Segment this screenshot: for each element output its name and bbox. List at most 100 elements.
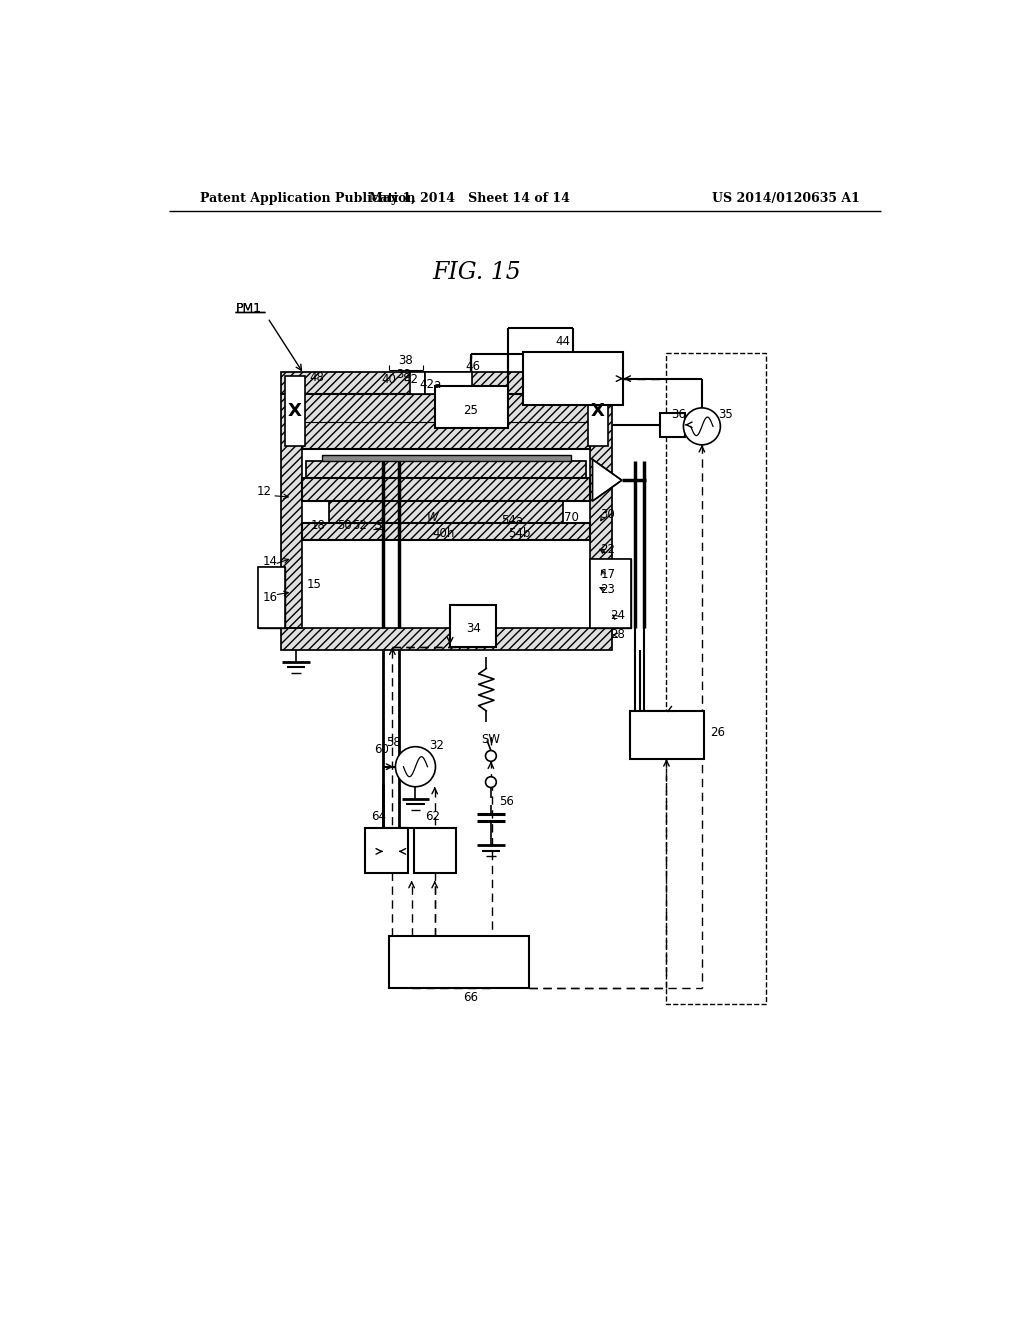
Text: 30: 30 xyxy=(601,508,615,520)
Bar xyxy=(590,558,631,628)
Bar xyxy=(306,461,587,478)
Bar xyxy=(281,395,302,628)
Bar xyxy=(322,455,571,461)
Bar xyxy=(281,628,611,649)
Text: 38: 38 xyxy=(396,367,412,380)
Bar xyxy=(388,936,528,989)
Bar xyxy=(306,461,587,478)
Bar xyxy=(666,354,766,1003)
Bar xyxy=(302,478,590,502)
Text: W: W xyxy=(427,511,439,524)
Bar xyxy=(523,352,624,405)
Bar xyxy=(281,628,611,649)
Bar xyxy=(258,566,285,628)
Text: 44: 44 xyxy=(556,335,570,348)
Bar xyxy=(258,566,285,628)
Text: PM1: PM1 xyxy=(237,302,262,315)
Bar xyxy=(302,395,590,449)
Text: FIG. 15: FIG. 15 xyxy=(433,261,521,284)
Text: 48: 48 xyxy=(309,371,325,384)
Bar xyxy=(281,372,611,393)
Bar xyxy=(366,829,408,873)
Text: 14: 14 xyxy=(262,554,278,568)
Bar xyxy=(588,376,608,446)
Text: Patent Application Publication: Patent Application Publication xyxy=(200,191,416,205)
Bar xyxy=(281,395,302,628)
Text: 25: 25 xyxy=(464,404,478,417)
Bar xyxy=(414,829,457,873)
Text: S: S xyxy=(375,519,382,532)
Circle shape xyxy=(395,747,435,787)
Bar xyxy=(410,372,425,393)
Text: 50: 50 xyxy=(337,519,352,532)
Text: 22: 22 xyxy=(600,543,614,556)
Text: SW: SW xyxy=(481,733,501,746)
Bar xyxy=(590,395,611,628)
Text: 15: 15 xyxy=(306,578,322,591)
Bar xyxy=(302,395,590,449)
Text: 52: 52 xyxy=(352,519,367,532)
Text: 38: 38 xyxy=(398,354,413,367)
Text: 66: 66 xyxy=(464,991,478,1005)
Circle shape xyxy=(485,776,497,788)
Bar xyxy=(302,478,590,502)
Bar xyxy=(302,523,590,540)
Bar xyxy=(630,711,705,759)
Text: 54a: 54a xyxy=(501,513,523,527)
Text: May 1, 2014   Sheet 14 of 14: May 1, 2014 Sheet 14 of 14 xyxy=(369,191,569,205)
Bar xyxy=(435,385,508,428)
Text: 23: 23 xyxy=(600,583,614,597)
Text: 26: 26 xyxy=(711,726,726,739)
Bar xyxy=(302,523,590,540)
Text: 54b: 54b xyxy=(508,527,530,540)
Text: 64: 64 xyxy=(371,810,386,824)
Bar xyxy=(302,395,590,628)
Text: 32: 32 xyxy=(430,739,444,751)
Bar xyxy=(590,558,631,628)
Bar xyxy=(306,461,587,478)
Bar xyxy=(302,478,590,502)
Bar xyxy=(281,372,611,393)
Text: 40: 40 xyxy=(381,372,396,385)
Text: 40h: 40h xyxy=(433,527,455,540)
Text: 34: 34 xyxy=(467,622,481,635)
Bar xyxy=(660,412,685,437)
Text: PM1: PM1 xyxy=(237,302,262,315)
Bar xyxy=(590,395,611,628)
Polygon shape xyxy=(593,459,622,502)
Text: 46: 46 xyxy=(466,360,480,372)
Text: 36: 36 xyxy=(672,408,686,421)
Bar xyxy=(281,372,611,393)
Text: 56: 56 xyxy=(499,795,514,808)
Circle shape xyxy=(485,751,497,762)
Text: 60: 60 xyxy=(374,743,389,756)
Bar xyxy=(590,558,631,628)
Text: 70: 70 xyxy=(563,511,579,524)
Bar xyxy=(330,502,563,523)
Text: X: X xyxy=(591,403,605,420)
Text: 18: 18 xyxy=(311,519,326,532)
Bar xyxy=(330,502,563,523)
Bar xyxy=(302,395,590,449)
Text: 16: 16 xyxy=(262,591,278,603)
Text: 12: 12 xyxy=(257,484,272,498)
Text: 24: 24 xyxy=(609,609,625,622)
Bar xyxy=(590,558,631,628)
Text: X: X xyxy=(288,403,301,420)
Bar xyxy=(451,605,497,647)
Bar xyxy=(281,628,611,649)
Bar xyxy=(330,502,563,523)
Text: 42: 42 xyxy=(403,372,419,385)
Text: 35: 35 xyxy=(719,408,733,421)
Bar xyxy=(285,376,304,446)
Text: 28: 28 xyxy=(609,628,625,640)
Text: 17: 17 xyxy=(600,568,615,581)
Text: US 2014/0120635 A1: US 2014/0120635 A1 xyxy=(712,191,860,205)
Bar xyxy=(590,395,611,628)
Text: 42a: 42a xyxy=(419,378,441,391)
Bar xyxy=(302,523,590,540)
Bar xyxy=(281,395,302,628)
Bar xyxy=(425,372,472,393)
Text: 62: 62 xyxy=(425,810,440,824)
Bar xyxy=(258,566,285,628)
